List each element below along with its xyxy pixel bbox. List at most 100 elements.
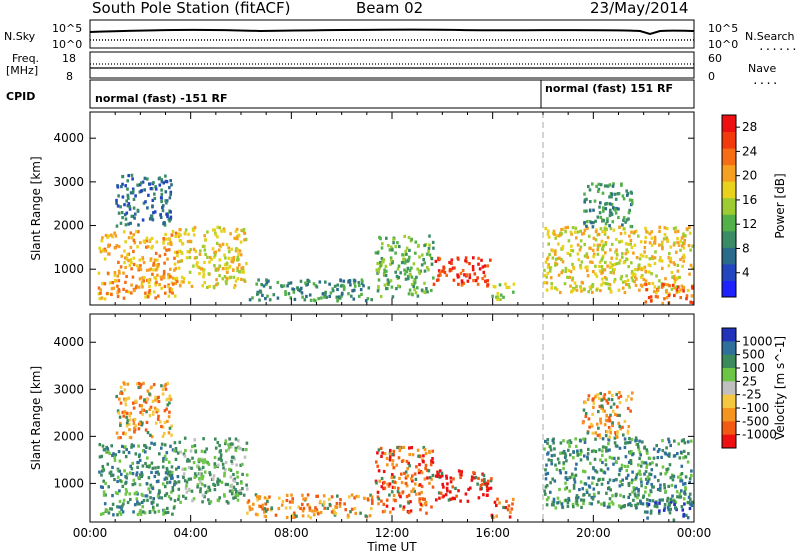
colorbar-swatch [722,214,736,232]
echo-cell [398,244,401,249]
echo-cell [379,294,383,299]
echo-cell [134,399,137,403]
echo-cell [272,293,276,297]
echo-cell [221,462,225,466]
echo-cell [325,295,328,299]
echo-cell [145,397,149,402]
echo-cell [138,483,142,487]
echo-cell [146,456,149,460]
echo-cell [170,233,174,237]
echo-cell [396,490,400,494]
echo-cell [422,445,426,450]
echo-cell [177,494,181,498]
echo-cell [215,241,219,245]
echo-cell [572,450,575,454]
colorbar-swatch [722,247,736,265]
echo-cell [339,278,342,282]
echo-cell [123,203,126,207]
echo-cell [600,265,604,269]
echo-cell [136,183,139,187]
echo-cell [571,286,575,291]
echo-cell [601,477,605,481]
echo-cell [630,245,634,250]
echo-cell [237,258,240,262]
echo-cell [101,464,105,469]
echo-cell [669,257,672,261]
echo-cell [131,483,135,487]
echo-cell [606,467,610,471]
echo-cell [203,470,207,474]
echo-cell [308,293,312,297]
echo-cell [236,489,240,494]
colorbar-frame [721,114,737,298]
echo-cell [634,503,637,507]
echo-cell [332,508,335,512]
echo-cell [140,282,144,286]
echo-cell [620,183,623,187]
echo-cell [114,234,118,238]
echo-cell [587,290,590,294]
echo-cell [175,276,179,280]
echo-cell [680,479,684,483]
echo-cell [578,488,581,492]
echo-cell [587,234,591,238]
echo-cell [675,490,679,494]
echo-cell [478,267,482,271]
echo-cell [292,290,296,294]
echo-cell [631,470,634,474]
echo-cell [672,243,676,247]
echo-cell [235,490,238,494]
echo-cell [404,249,407,253]
echo-cell [122,450,125,454]
echo-cell [340,294,343,298]
echo-cell [136,461,139,465]
echo-cell [560,271,563,275]
echo-cell [588,188,592,192]
echo-cell [413,472,417,476]
echo-cell [258,495,262,499]
echo-cell [222,227,226,231]
echo-cell [364,514,368,518]
echo-cell [460,283,464,287]
echo-cell [552,441,555,445]
echo-cell [597,396,601,400]
echo-cell [579,452,582,456]
echo-cell [602,206,605,210]
echo-cell [628,285,631,289]
echo-cell [174,281,177,285]
echo-cell [654,501,657,505]
echo-cell [232,268,235,272]
echo-cell [614,208,617,212]
echo-cell [572,456,575,460]
echo-cell [413,280,417,285]
echo-cell [432,246,435,250]
echo-cell [127,202,131,206]
echo-cell [145,239,148,243]
echo-cell [418,492,421,496]
echo-cell [116,284,119,288]
y-tick-label: 1000 [53,476,84,490]
echo-cell [127,236,131,240]
echo-cell [165,492,169,496]
echo-cell [559,471,562,475]
echo-cell [136,502,140,506]
echo-cell [553,447,556,451]
echo-cell [282,284,286,288]
echo-cell [407,292,411,296]
echo-cell [657,285,661,289]
echo-cell [245,441,249,445]
echo-cell [213,253,217,257]
echo-cell [482,270,486,274]
echo-cell [105,450,108,454]
echo-cell [327,497,331,501]
echo-cell [218,243,222,247]
echo-cell [160,277,163,281]
echo-cell [166,403,169,407]
echo-cell [666,505,670,510]
echo-cell [185,484,188,488]
echo-cell [177,480,181,484]
echo-cell [415,492,418,496]
echo-cell [157,472,160,476]
echo-cell [660,498,664,502]
echo-cell [547,235,551,239]
